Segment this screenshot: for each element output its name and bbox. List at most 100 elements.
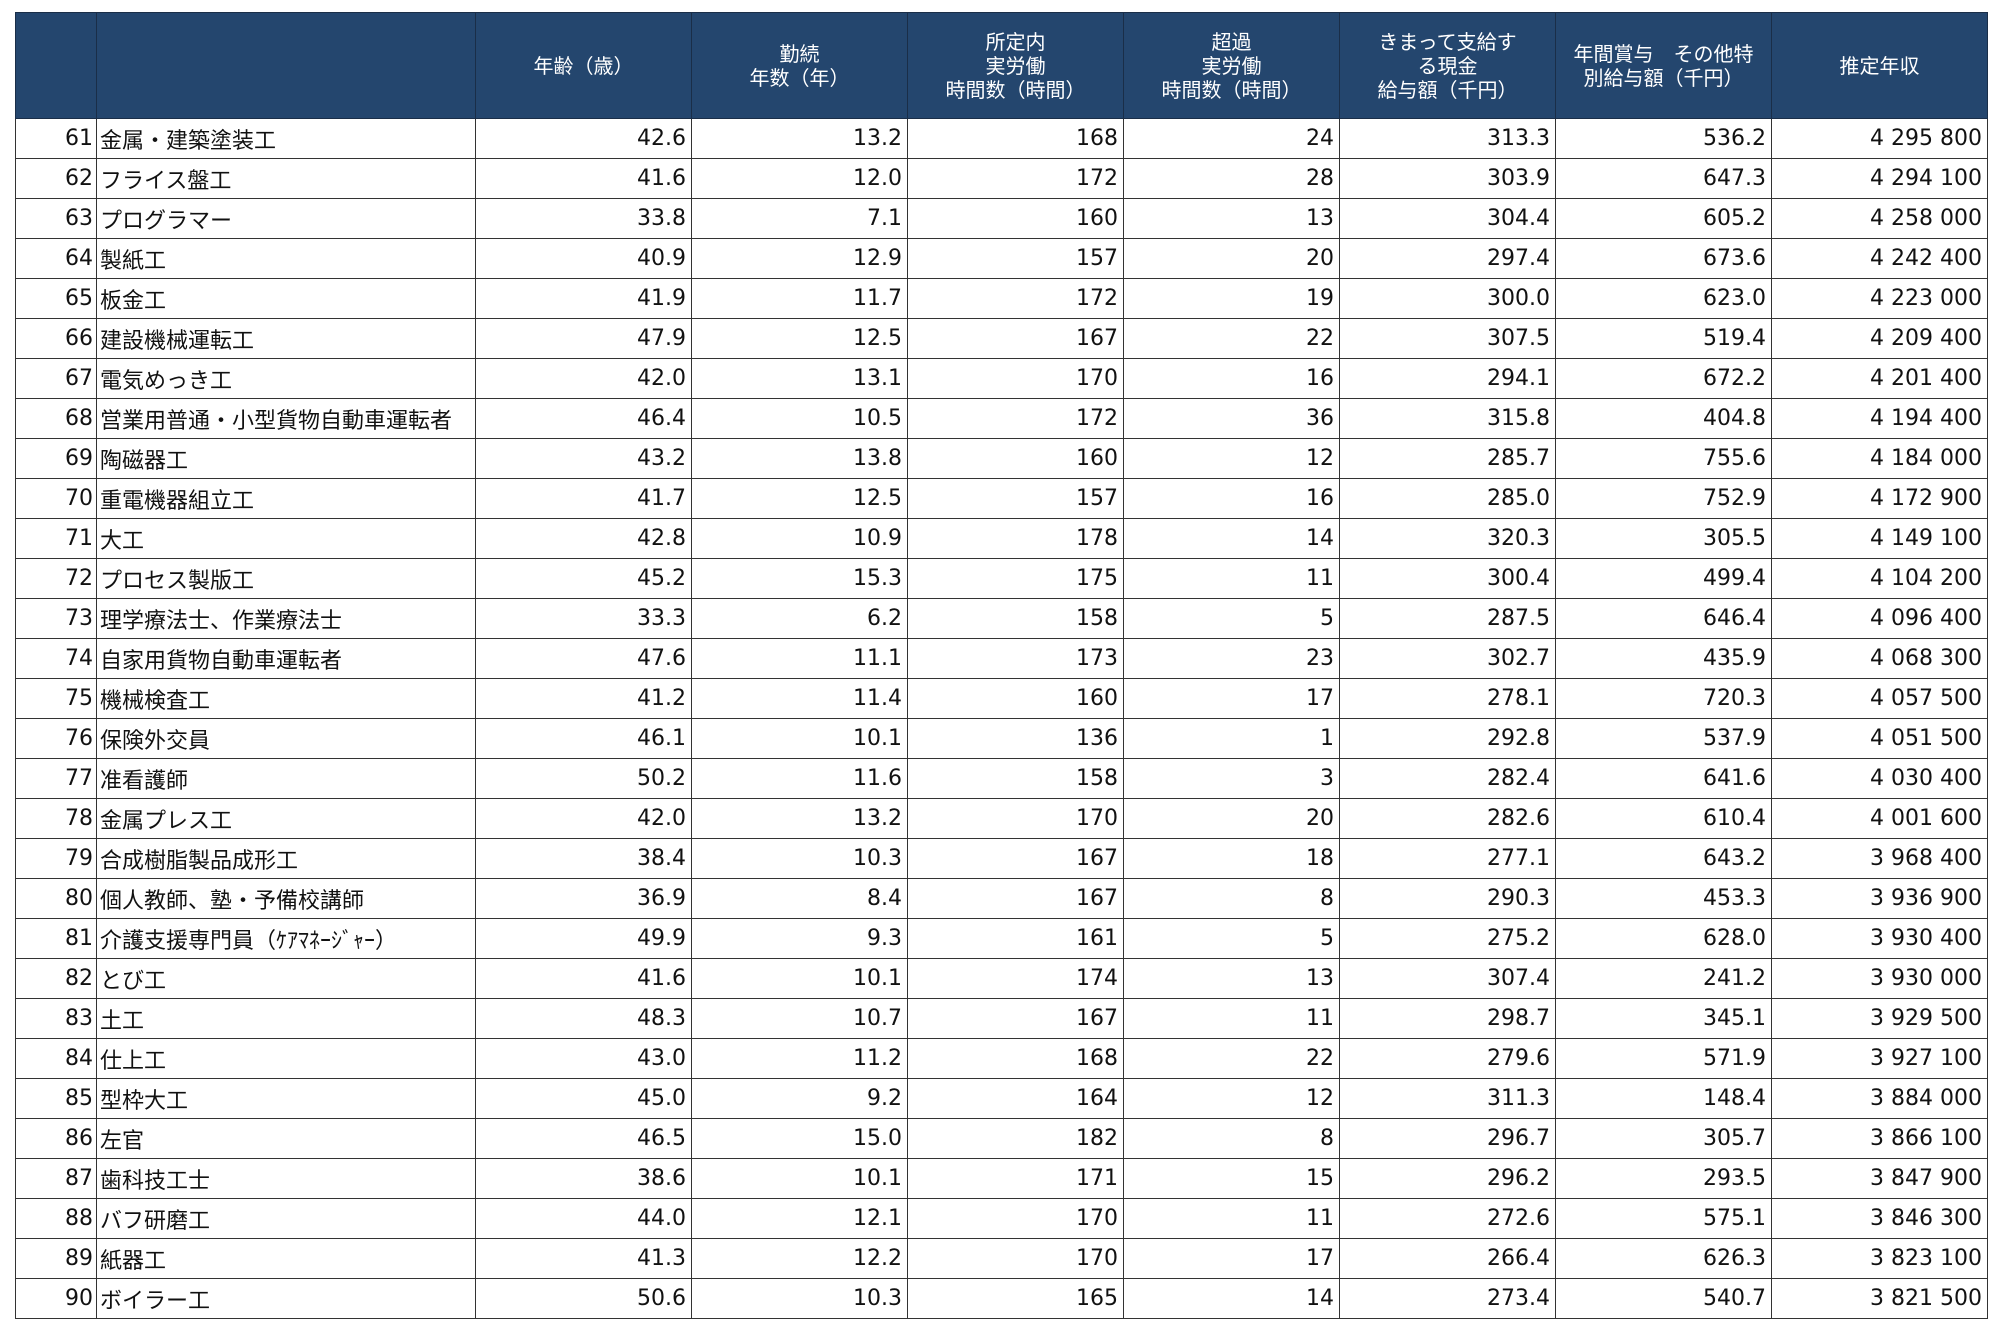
- table-row: 87 歯科技工士 38.6 10.1 171 15 296.2 293.5 3 847 900: [15, 1158, 1988, 1199]
- value-cell: 4 184 000: [1771, 438, 1988, 479]
- table-row: 84 仕上工 43.0 11.2 168 22 279.6 571.9 3 927 100: [15, 1038, 1988, 1079]
- occupation-cell: 介護支援専門員（ｹｱﾏﾈｰｼﾞｬｰ）: [96, 918, 476, 959]
- value-cell: 4 223 000: [1771, 278, 1988, 319]
- value-cell: 45.2: [475, 558, 692, 599]
- value-cell: 305.7: [1555, 1118, 1772, 1159]
- value-cell: 165: [907, 1278, 1124, 1319]
- value-cell: 272.6: [1339, 1198, 1556, 1239]
- value-cell: 10.7: [691, 998, 908, 1039]
- value-cell: 14: [1123, 518, 1340, 559]
- value-cell: 8: [1123, 878, 1340, 919]
- value-cell: 170: [907, 1198, 1124, 1239]
- value-cell: 303.9: [1339, 158, 1556, 199]
- rank-cell: 62: [15, 158, 97, 199]
- table-row: 66 建設機械運転工 47.9 12.5 167 22 307.5 519.4 4 209 40…: [15, 318, 1988, 359]
- occupation-cell: 左官: [96, 1118, 476, 1159]
- value-cell: 287.5: [1339, 598, 1556, 639]
- occupation-cell: 仕上工: [96, 1038, 476, 1079]
- rank-cell: 77: [15, 758, 97, 799]
- value-cell: 285.7: [1339, 438, 1556, 479]
- table-row: 90 ボイラー工 50.6 10.3 165 14 273.4 540.7 3 821 500: [15, 1278, 1988, 1319]
- value-cell: 13.2: [691, 118, 908, 159]
- value-cell: 3 968 400: [1771, 838, 1988, 879]
- value-cell: 643.2: [1555, 838, 1772, 879]
- value-cell: 41.9: [475, 278, 692, 319]
- value-cell: 4 149 100: [1771, 518, 1988, 559]
- value-cell: 623.0: [1555, 278, 1772, 319]
- value-cell: 5: [1123, 598, 1340, 639]
- value-cell: 160: [907, 198, 1124, 239]
- value-cell: 148.4: [1555, 1078, 1772, 1119]
- value-cell: 33.8: [475, 198, 692, 239]
- occupation-cell: 金属・建築塗装工: [96, 118, 476, 159]
- value-cell: 172: [907, 398, 1124, 439]
- occupation-cell: フライス盤工: [96, 158, 476, 199]
- value-cell: 171: [907, 1158, 1124, 1199]
- occupation-cell: 機械検査工: [96, 678, 476, 719]
- value-cell: 296.7: [1339, 1118, 1556, 1159]
- occupation-cell: プロセス製版工: [96, 558, 476, 599]
- value-cell: 10.1: [691, 718, 908, 759]
- value-cell: 15.3: [691, 558, 908, 599]
- table-row: 76 保険外交員 46.1 10.1 136 1 292.8 537.9 4 051 500: [15, 718, 1988, 759]
- rank-cell: 71: [15, 518, 97, 559]
- value-cell: 22: [1123, 318, 1340, 359]
- value-cell: 282.4: [1339, 758, 1556, 799]
- value-cell: 20: [1123, 238, 1340, 279]
- rank-cell: 75: [15, 678, 97, 719]
- value-cell: 499.4: [1555, 558, 1772, 599]
- value-cell: 157: [907, 478, 1124, 519]
- value-cell: 12.5: [691, 478, 908, 519]
- value-cell: 10.1: [691, 958, 908, 999]
- value-cell: 755.6: [1555, 438, 1772, 479]
- value-cell: 3 866 100: [1771, 1118, 1988, 1159]
- table-row: 82 とび工 41.6 10.1 174 13 307.4 241.2 3 930 000: [15, 958, 1988, 999]
- value-cell: 672.2: [1555, 358, 1772, 399]
- value-cell: 273.4: [1339, 1278, 1556, 1319]
- value-cell: 4 068 300: [1771, 638, 1988, 679]
- value-cell: 4 172 900: [1771, 478, 1988, 519]
- value-cell: 307.5: [1339, 318, 1556, 359]
- value-cell: 320.3: [1339, 518, 1556, 559]
- header-cell: 勤続 年数（年）: [691, 12, 908, 119]
- value-cell: 11.2: [691, 1038, 908, 1079]
- value-cell: 50.6: [475, 1278, 692, 1319]
- value-cell: 3 846 300: [1771, 1198, 1988, 1239]
- value-cell: 275.2: [1339, 918, 1556, 959]
- value-cell: 49.9: [475, 918, 692, 959]
- value-cell: 4 242 400: [1771, 238, 1988, 279]
- value-cell: 18: [1123, 838, 1340, 879]
- value-cell: 285.0: [1339, 478, 1556, 519]
- value-cell: 610.4: [1555, 798, 1772, 839]
- occupation-cell: 土工: [96, 998, 476, 1039]
- value-cell: 278.1: [1339, 678, 1556, 719]
- value-cell: 16: [1123, 478, 1340, 519]
- occupation-cell: 建設機械運転工: [96, 318, 476, 359]
- rank-cell: 79: [15, 838, 97, 879]
- value-cell: 536.2: [1555, 118, 1772, 159]
- value-cell: 435.9: [1555, 638, 1772, 679]
- value-cell: 172: [907, 278, 1124, 319]
- occupation-cell: 営業用普通・小型貨物自動車運転者: [96, 398, 476, 439]
- value-cell: 11: [1123, 998, 1340, 1039]
- occupation-cell: 大工: [96, 518, 476, 559]
- value-cell: 3: [1123, 758, 1340, 799]
- table-row: 85 型枠大工 45.0 9.2 164 12 311.3 148.4 3 884 000: [15, 1078, 1988, 1119]
- value-cell: 453.3: [1555, 878, 1772, 919]
- occupation-cell: 製紙工: [96, 238, 476, 279]
- value-cell: 8.4: [691, 878, 908, 919]
- value-cell: 12: [1123, 1078, 1340, 1119]
- value-cell: 38.6: [475, 1158, 692, 1199]
- value-cell: 47.6: [475, 638, 692, 679]
- value-cell: 12.2: [691, 1238, 908, 1279]
- value-cell: 4 194 400: [1771, 398, 1988, 439]
- table-row: 67 電気めっき工 42.0 13.1 170 16 294.1 672.2 4 201 400: [15, 358, 1988, 399]
- table-row: 62 フライス盤工 41.6 12.0 172 28 303.9 647.3 4 294 100: [15, 158, 1988, 199]
- value-cell: 641.6: [1555, 758, 1772, 799]
- value-cell: 11.6: [691, 758, 908, 799]
- value-cell: 305.5: [1555, 518, 1772, 559]
- rank-cell: 81: [15, 918, 97, 959]
- value-cell: 4 201 400: [1771, 358, 1988, 399]
- value-cell: 297.4: [1339, 238, 1556, 279]
